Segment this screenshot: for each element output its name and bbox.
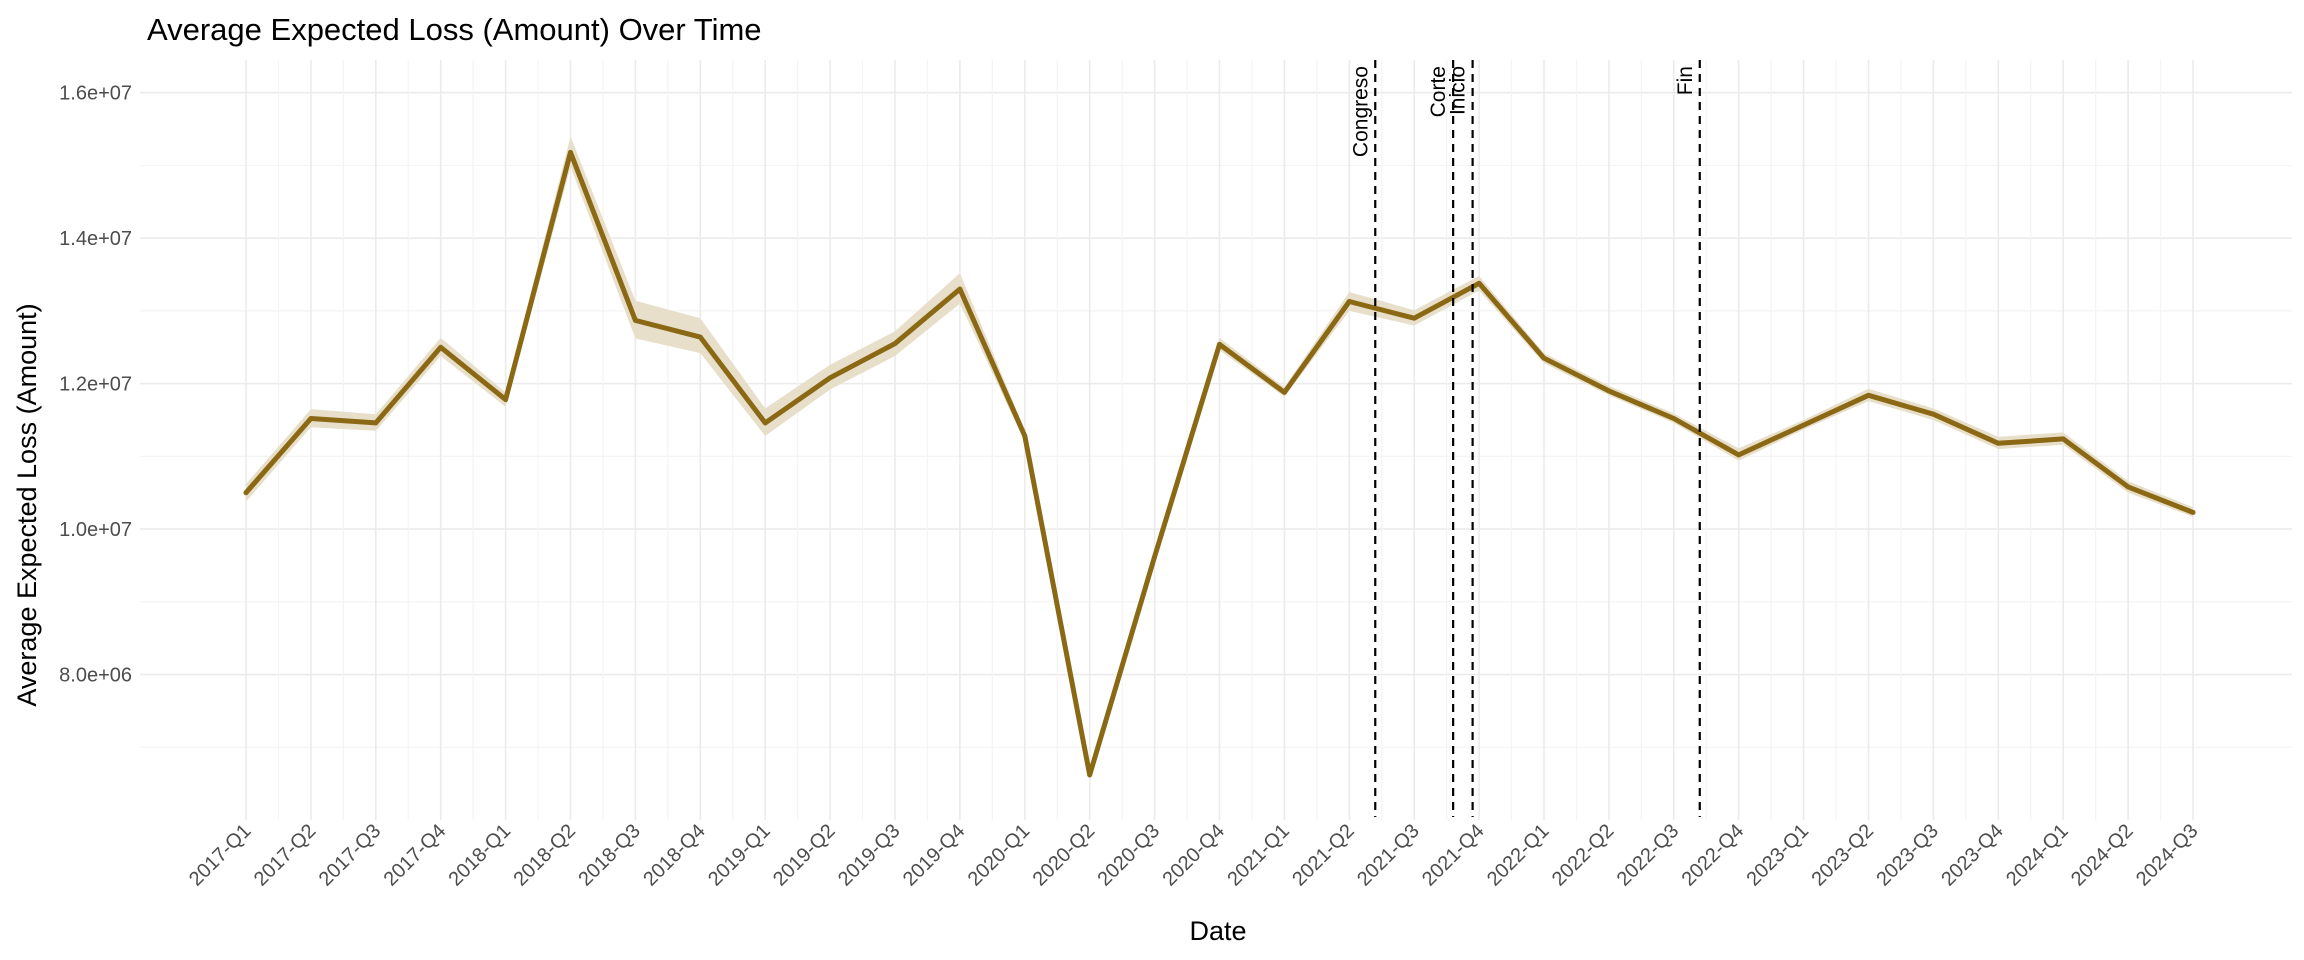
data-point bbox=[503, 397, 508, 403]
data-point bbox=[1995, 440, 2001, 446]
data-point bbox=[1022, 433, 1028, 439]
data-point bbox=[1671, 416, 1677, 421]
data-point bbox=[1801, 422, 1806, 428]
data-point bbox=[243, 490, 249, 496]
data-point bbox=[1541, 355, 1547, 361]
series-lines bbox=[243, 149, 2196, 778]
y-tick-label: 1.0e+07 bbox=[59, 519, 132, 541]
data-point bbox=[892, 341, 898, 347]
data-point bbox=[1087, 772, 1093, 778]
data-point bbox=[1606, 388, 1612, 394]
data-point bbox=[2190, 509, 2196, 515]
grid bbox=[140, 60, 2292, 820]
y-tick-label: 1.2e+07 bbox=[59, 374, 132, 396]
data-point bbox=[1152, 554, 1157, 560]
data-point bbox=[957, 286, 963, 292]
data-point bbox=[1736, 452, 1742, 458]
data-point bbox=[1476, 280, 1482, 286]
y-tick-label: 1.6e+07 bbox=[59, 83, 132, 105]
data-point bbox=[762, 420, 768, 426]
y-tick-label: 1.4e+07 bbox=[59, 228, 132, 250]
data-point bbox=[438, 344, 444, 350]
x-axis-title: Date bbox=[1189, 916, 1246, 946]
data-point bbox=[1346, 299, 1352, 304]
chart-title: Average Expected Loss (Amount) Over Time bbox=[147, 12, 762, 47]
data-point bbox=[633, 317, 638, 323]
event-label: Fin bbox=[1674, 66, 1697, 95]
event-label: Inicio bbox=[1447, 66, 1470, 115]
data-point bbox=[308, 416, 314, 421]
event-label: Congreso bbox=[1349, 66, 1372, 157]
data-point bbox=[1282, 389, 1287, 395]
y-axis-ticks: 8.0e+06 1.0e+07 1.2e+07 1.4e+07 1.6e+07 bbox=[59, 83, 132, 687]
data-point bbox=[373, 420, 379, 426]
y-tick-label: 8.0e+06 bbox=[59, 665, 132, 687]
data-point bbox=[697, 334, 703, 340]
data-point bbox=[2060, 436, 2066, 442]
data-point bbox=[1411, 315, 1417, 321]
data-point bbox=[568, 149, 573, 155]
y-axis-title: Average Expected Loss (Amount) bbox=[12, 303, 42, 706]
data-point bbox=[827, 375, 833, 381]
data-point bbox=[1217, 341, 1222, 347]
event-label: Corte bbox=[1427, 66, 1450, 117]
data-point bbox=[2125, 484, 2131, 490]
data-point bbox=[1931, 411, 1936, 417]
data-point bbox=[1866, 392, 1871, 398]
